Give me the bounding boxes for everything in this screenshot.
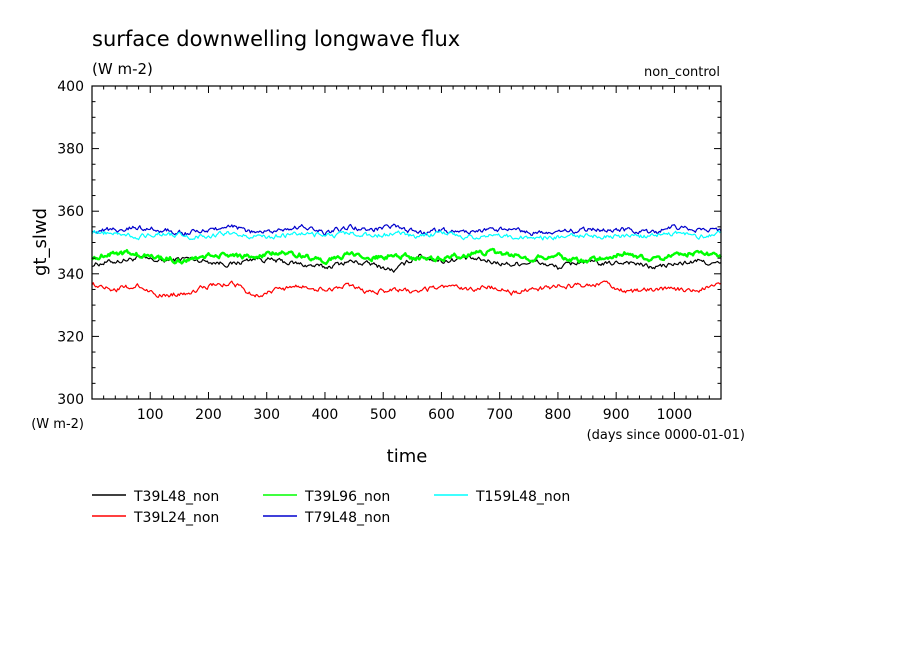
x-tick-label: 900 bbox=[603, 407, 630, 423]
corner-label: non_control bbox=[644, 65, 720, 80]
legend: T39L48_non T39L24_non T39L96_non T79L48_non… bbox=[92, 489, 570, 526]
legend-label: T159L48_non bbox=[475, 489, 570, 505]
legend-label: T39L24_non bbox=[133, 510, 219, 526]
x-tick-label: 300 bbox=[253, 407, 280, 423]
plot-frame bbox=[91, 85, 722, 400]
series-line-t39l96-non bbox=[91, 247, 723, 266]
x-tick-label: 100 bbox=[137, 407, 164, 423]
x-tick-label: 200 bbox=[195, 407, 222, 423]
x-tick-label: 400 bbox=[312, 407, 339, 423]
y-axis-label: gt_slwd bbox=[30, 208, 51, 276]
y-axis-unit: (W m-2) bbox=[31, 417, 84, 432]
x-axis-unit: (days since 0000-01-01) bbox=[587, 428, 745, 443]
x-tick-label: 1000 bbox=[657, 407, 693, 423]
legend-label: T79L48_non bbox=[304, 510, 390, 526]
chart-title: surface downwelling longwave flux bbox=[92, 27, 460, 51]
y-tick-label: 360 bbox=[57, 204, 84, 220]
x-tick-label: 700 bbox=[486, 407, 513, 423]
legend-label: T39L48_non bbox=[133, 489, 219, 505]
series-line-t39l24-non bbox=[91, 280, 722, 298]
chart-subtitle: (W m-2) bbox=[92, 60, 153, 78]
y-tick-label: 340 bbox=[57, 267, 84, 283]
y-tick-label: 320 bbox=[57, 329, 84, 345]
x-tick-label: 800 bbox=[545, 407, 572, 423]
series-layer bbox=[91, 223, 723, 298]
y-tick-label: 380 bbox=[57, 142, 84, 158]
series-line-t79l48-non bbox=[91, 223, 722, 236]
legend-label: T39L96_non bbox=[304, 489, 390, 505]
x-axis-label: time bbox=[387, 446, 428, 467]
x-tick-label: 600 bbox=[428, 407, 455, 423]
y-tick-label: 400 bbox=[57, 79, 84, 95]
series-line-t159l48-non bbox=[91, 230, 722, 241]
x-tick-label: 500 bbox=[370, 407, 397, 423]
y-tick-label: 300 bbox=[57, 392, 84, 408]
